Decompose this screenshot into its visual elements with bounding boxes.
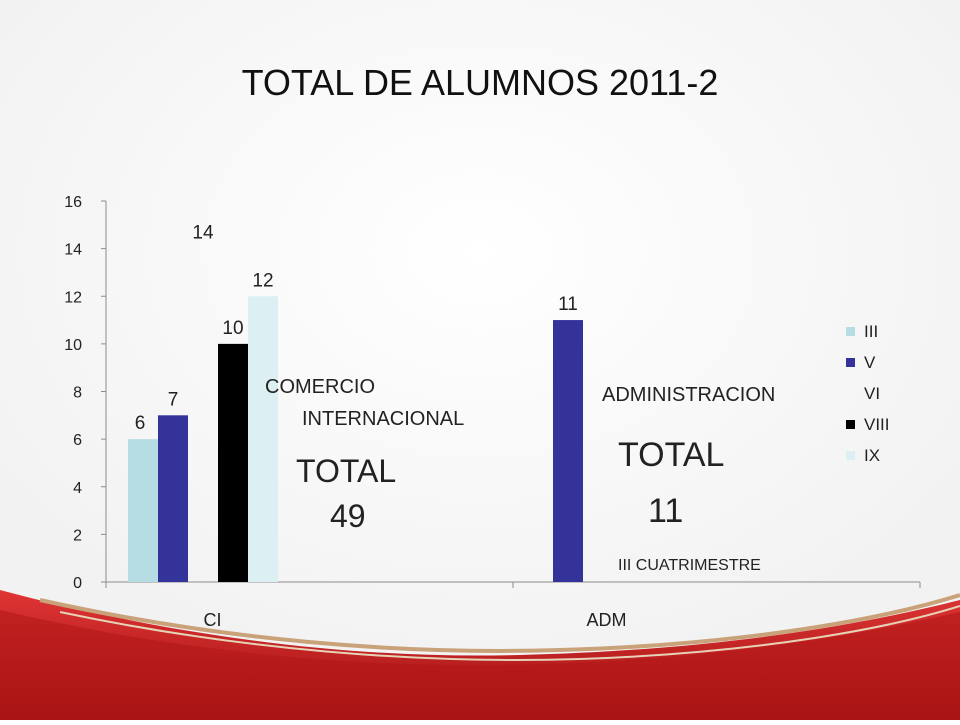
data-label: 12 <box>252 270 273 291</box>
administracion-label: ADMINISTRACION <box>602 384 776 406</box>
y-tick-label: 10 <box>64 337 82 354</box>
y-tick-label: 12 <box>64 289 82 306</box>
legend-label-iii: III <box>864 322 878 341</box>
y-tick-label: 16 <box>64 194 82 211</box>
bar-iii-ci <box>128 439 158 582</box>
legend-swatch-ix <box>846 451 855 460</box>
cuatrimestre-footnote: III CUATRIMESTRE <box>618 557 761 574</box>
total-adm-label: TOTAL <box>618 436 725 474</box>
bar-v-ci <box>158 415 188 582</box>
legend-label-viii: VIII <box>864 415 890 434</box>
comercio-label: COMERCIO <box>265 376 375 398</box>
data-label: 7 <box>168 389 179 410</box>
bar-viii-ci <box>218 343 248 582</box>
bar-v-adm <box>553 320 583 582</box>
total-ci-label: TOTAL <box>296 453 397 489</box>
bar-ix-ci <box>248 296 278 582</box>
legend-label-ix: IX <box>864 446 880 465</box>
x-category-label: ADM <box>587 610 627 630</box>
y-tick-label: 0 <box>73 575 82 592</box>
slide-title: TOTAL DE ALUMNOS 2011-2 <box>241 62 719 103</box>
legend-swatch-viii <box>846 420 855 429</box>
y-tick-label: 6 <box>73 432 82 449</box>
data-label: 6 <box>135 413 146 434</box>
x-category-label: CI <box>204 610 222 630</box>
y-tick-label: 4 <box>73 480 82 497</box>
legend-swatch-v <box>846 358 855 367</box>
total-ci-value: 49 <box>330 498 366 534</box>
internacional-label: INTERNACIONAL <box>302 408 465 430</box>
data-label: 11 <box>558 294 578 315</box>
total-adm-value: 11 <box>648 492 684 530</box>
legend-label-vi: VI <box>864 384 880 403</box>
bottom-swoosh-decoration <box>0 590 960 720</box>
data-label: 10 <box>222 318 243 339</box>
data-label: 14 <box>192 223 214 244</box>
y-tick-label: 8 <box>73 385 82 402</box>
y-tick-label: 14 <box>64 242 82 259</box>
legend-label-v: V <box>864 353 876 372</box>
y-tick-label: 2 <box>73 527 82 544</box>
legend-swatch-iii <box>846 327 855 336</box>
